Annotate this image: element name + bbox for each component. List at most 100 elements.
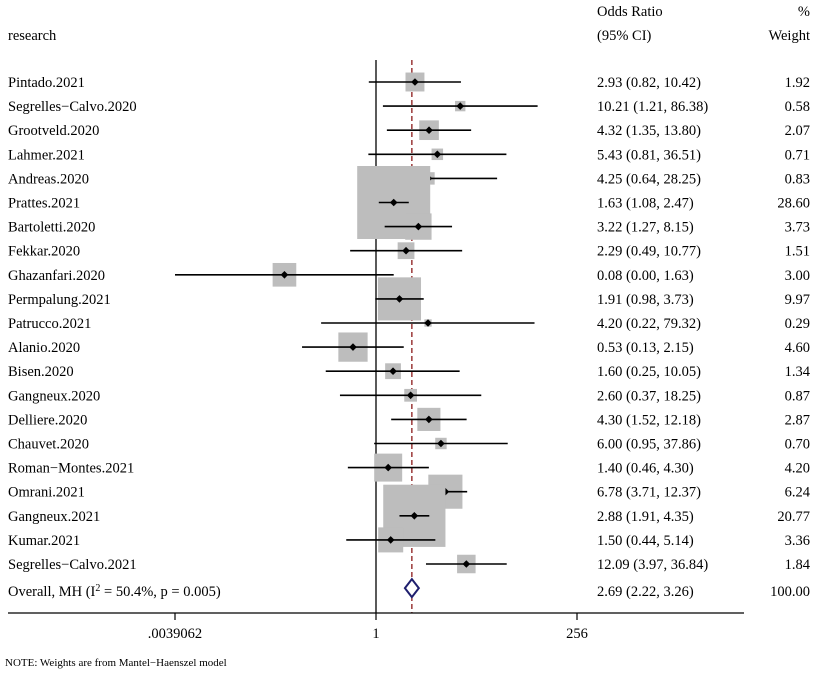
study-ci-text: 1.91 (0.98, 3.73) xyxy=(597,292,694,308)
study-name: Segrelles−Calvo.2021 xyxy=(8,557,137,573)
study-name: Grootveld.2020 xyxy=(8,123,99,139)
study-row: Ghazanfari.2020 0.08 (0.00, 1.63) 3.00 xyxy=(8,262,810,287)
study-name: Pintado.2021 xyxy=(8,75,85,91)
study-ci-text: 1.60 (0.25, 10.05) xyxy=(597,364,701,380)
study-ci-text: 2.88 (1.91, 4.35) xyxy=(597,509,694,525)
overall-diamond xyxy=(403,577,421,599)
study-ci-text: 4.25 (0.64, 28.25) xyxy=(597,171,701,187)
point-estimate xyxy=(437,439,445,448)
overall-row: Overall, MH (I2 = 50.4%, p = 0.005) 2.69… xyxy=(8,577,810,601)
study-ci-text: 0.08 (0.00, 1.63) xyxy=(597,268,694,284)
study-row: Patrucco.2021 4.20 (0.22, 79.32) 0.29 xyxy=(8,316,810,332)
weights-note: NOTE: Weights are from Mantel−Haenszel m… xyxy=(5,657,227,669)
point-estimate xyxy=(406,391,415,400)
study-weight-text: 1.84 xyxy=(785,557,811,573)
study-weight-text: 4.60 xyxy=(785,340,810,356)
study-name: Segrelles−Calvo.2020 xyxy=(8,99,137,115)
point-estimate xyxy=(425,415,433,424)
study-column-header: research xyxy=(8,28,57,44)
study-name: Bartoletti.2020 xyxy=(8,220,95,236)
study-row: Delliere.2020 4.30 (1.52, 12.18) 2.87 xyxy=(8,407,810,431)
study-ci-text: 4.20 (0.22, 79.32) xyxy=(597,316,701,332)
x-tick-label: .0039062 xyxy=(148,626,202,642)
point-estimate xyxy=(456,102,465,110)
point-estimate xyxy=(349,343,357,351)
study-name: Omrani.2021 xyxy=(8,485,85,501)
study-weight-text: 1.92 xyxy=(785,75,810,91)
study-weight-text: 0.71 xyxy=(785,147,810,163)
study-weight-text: 1.34 xyxy=(785,364,811,380)
study-ci-text: 12.09 (3.97, 36.84) xyxy=(597,557,708,573)
study-ci-text: 2.60 (0.37, 18.25) xyxy=(597,388,701,404)
study-name: Gangneux.2020 xyxy=(8,388,100,404)
study-row: Permpalung.2021 1.91 (0.98, 3.73) 9.97 xyxy=(8,277,810,321)
study-ci-text: 3.22 (1.27, 8.15) xyxy=(597,220,694,236)
study-ci-text: 4.30 (1.52, 12.18) xyxy=(597,412,701,428)
study-row: Bartoletti.2020 3.22 (1.27, 8.15) 3.73 xyxy=(8,213,810,240)
point-estimate xyxy=(389,367,397,375)
study-row: Pintado.2021 2.93 (0.82, 10.42) 1.92 xyxy=(8,72,810,92)
study-weight-text: 2.87 xyxy=(785,412,810,428)
study-name: Kumar.2021 xyxy=(8,533,80,549)
overall-label-superscript: 2 xyxy=(95,583,100,594)
study-row: Gangneux.2020 2.60 (0.37, 18.25) 0.87 xyxy=(8,388,810,404)
overall-ci-text: 2.69 (2.22, 3.26) xyxy=(597,584,694,600)
point-estimate xyxy=(384,463,392,472)
point-estimate xyxy=(425,126,433,134)
study-name: Ghazanfari.2020 xyxy=(8,268,105,284)
study-ci-text: 2.29 (0.49, 10.77) xyxy=(597,244,701,260)
study-weight-text: 20.77 xyxy=(777,509,810,525)
study-row: Segrelles−Calvo.2021 12.09 (3.97, 36.84) 1… xyxy=(8,554,811,574)
weight-percent-header: % xyxy=(798,4,810,20)
study-rows: Pintado.2021 2.93 (0.82, 10.42) 1.92 Segrel… xyxy=(8,60,811,613)
study-ci-text: 6.78 (3.71, 12.37) xyxy=(597,485,701,501)
study-weight-text: 0.29 xyxy=(785,316,810,332)
study-row: Grootveld.2020 4.32 (1.35, 13.80) 2.07 xyxy=(8,120,810,141)
study-name: Fekkar.2020 xyxy=(8,244,80,260)
study-ci-text: 4.32 (1.35, 13.80) xyxy=(597,123,701,139)
study-weight-text: 28.60 xyxy=(777,196,810,212)
study-ci-text: 0.53 (0.13, 2.15) xyxy=(597,340,694,356)
point-estimate xyxy=(462,560,471,568)
study-weight-text: 6.24 xyxy=(785,485,811,501)
study-weight-text: 3.73 xyxy=(785,220,810,236)
point-estimate xyxy=(414,222,423,231)
study-weight-text: 0.58 xyxy=(785,99,810,115)
x-tick-label: 1 xyxy=(372,626,379,642)
study-row: Bisen.2020 1.60 (0.25, 10.05) 1.34 xyxy=(8,363,811,380)
point-estimate xyxy=(410,512,419,520)
study-ci-text: 5.43 (0.81, 36.51) xyxy=(597,147,701,163)
study-name: Gangneux.2021 xyxy=(8,509,100,525)
study-weight-text: 0.83 xyxy=(785,171,810,187)
study-row: Kumar.2021 1.50 (0.44, 5.14) 3.36 xyxy=(8,527,810,553)
study-row: Segrelles−Calvo.2020 10.21 (1.21, 86.38) 0… xyxy=(8,99,810,115)
weight-header: Weight xyxy=(768,28,810,44)
study-ci-text: 6.00 (0.95, 37.86) xyxy=(597,437,701,453)
study-ci-text: 1.40 (0.46, 4.30) xyxy=(597,461,694,477)
study-name: Chauvet.2020 xyxy=(8,437,89,453)
point-estimate xyxy=(280,271,289,279)
study-ci-text: 1.50 (0.44, 5.14) xyxy=(597,533,694,549)
study-weight-text: 4.20 xyxy=(785,461,810,477)
x-axis: .0039062 1 256 xyxy=(8,612,744,642)
overall-label: Overall, MH (I2 = 50.4%, p = 0.005) xyxy=(8,583,221,601)
study-row: Fekkar.2020 2.29 (0.49, 10.77) 1.51 xyxy=(8,242,810,260)
study-weight-text: 0.70 xyxy=(785,437,810,453)
overall-label-prefix: Overall, MH (I xyxy=(8,584,96,600)
x-tick-label: 256 xyxy=(566,626,588,642)
study-name: Lahmer.2021 xyxy=(8,147,85,163)
study-ci-text: 10.21 (1.21, 86.38) xyxy=(597,99,708,115)
study-name: Permpalung.2021 xyxy=(8,292,111,308)
study-weight-text: 1.51 xyxy=(785,244,810,260)
point-estimate xyxy=(433,150,442,159)
point-estimate xyxy=(402,246,410,255)
overall-weight-text: 100.00 xyxy=(770,584,810,600)
study-ci-text: 2.93 (0.82, 10.42) xyxy=(597,75,701,91)
study-name: Andreas.2020 xyxy=(8,171,89,187)
study-row: Chauvet.2020 6.00 (0.95, 37.86) 0.70 xyxy=(8,437,810,453)
study-weight-text: 2.07 xyxy=(785,123,810,139)
odds-ratio-ci-header: (95% CI) xyxy=(597,28,652,44)
study-name: Alanio.2020 xyxy=(8,340,80,356)
study-ci-text: 1.63 (1.08, 2.47) xyxy=(597,196,694,212)
